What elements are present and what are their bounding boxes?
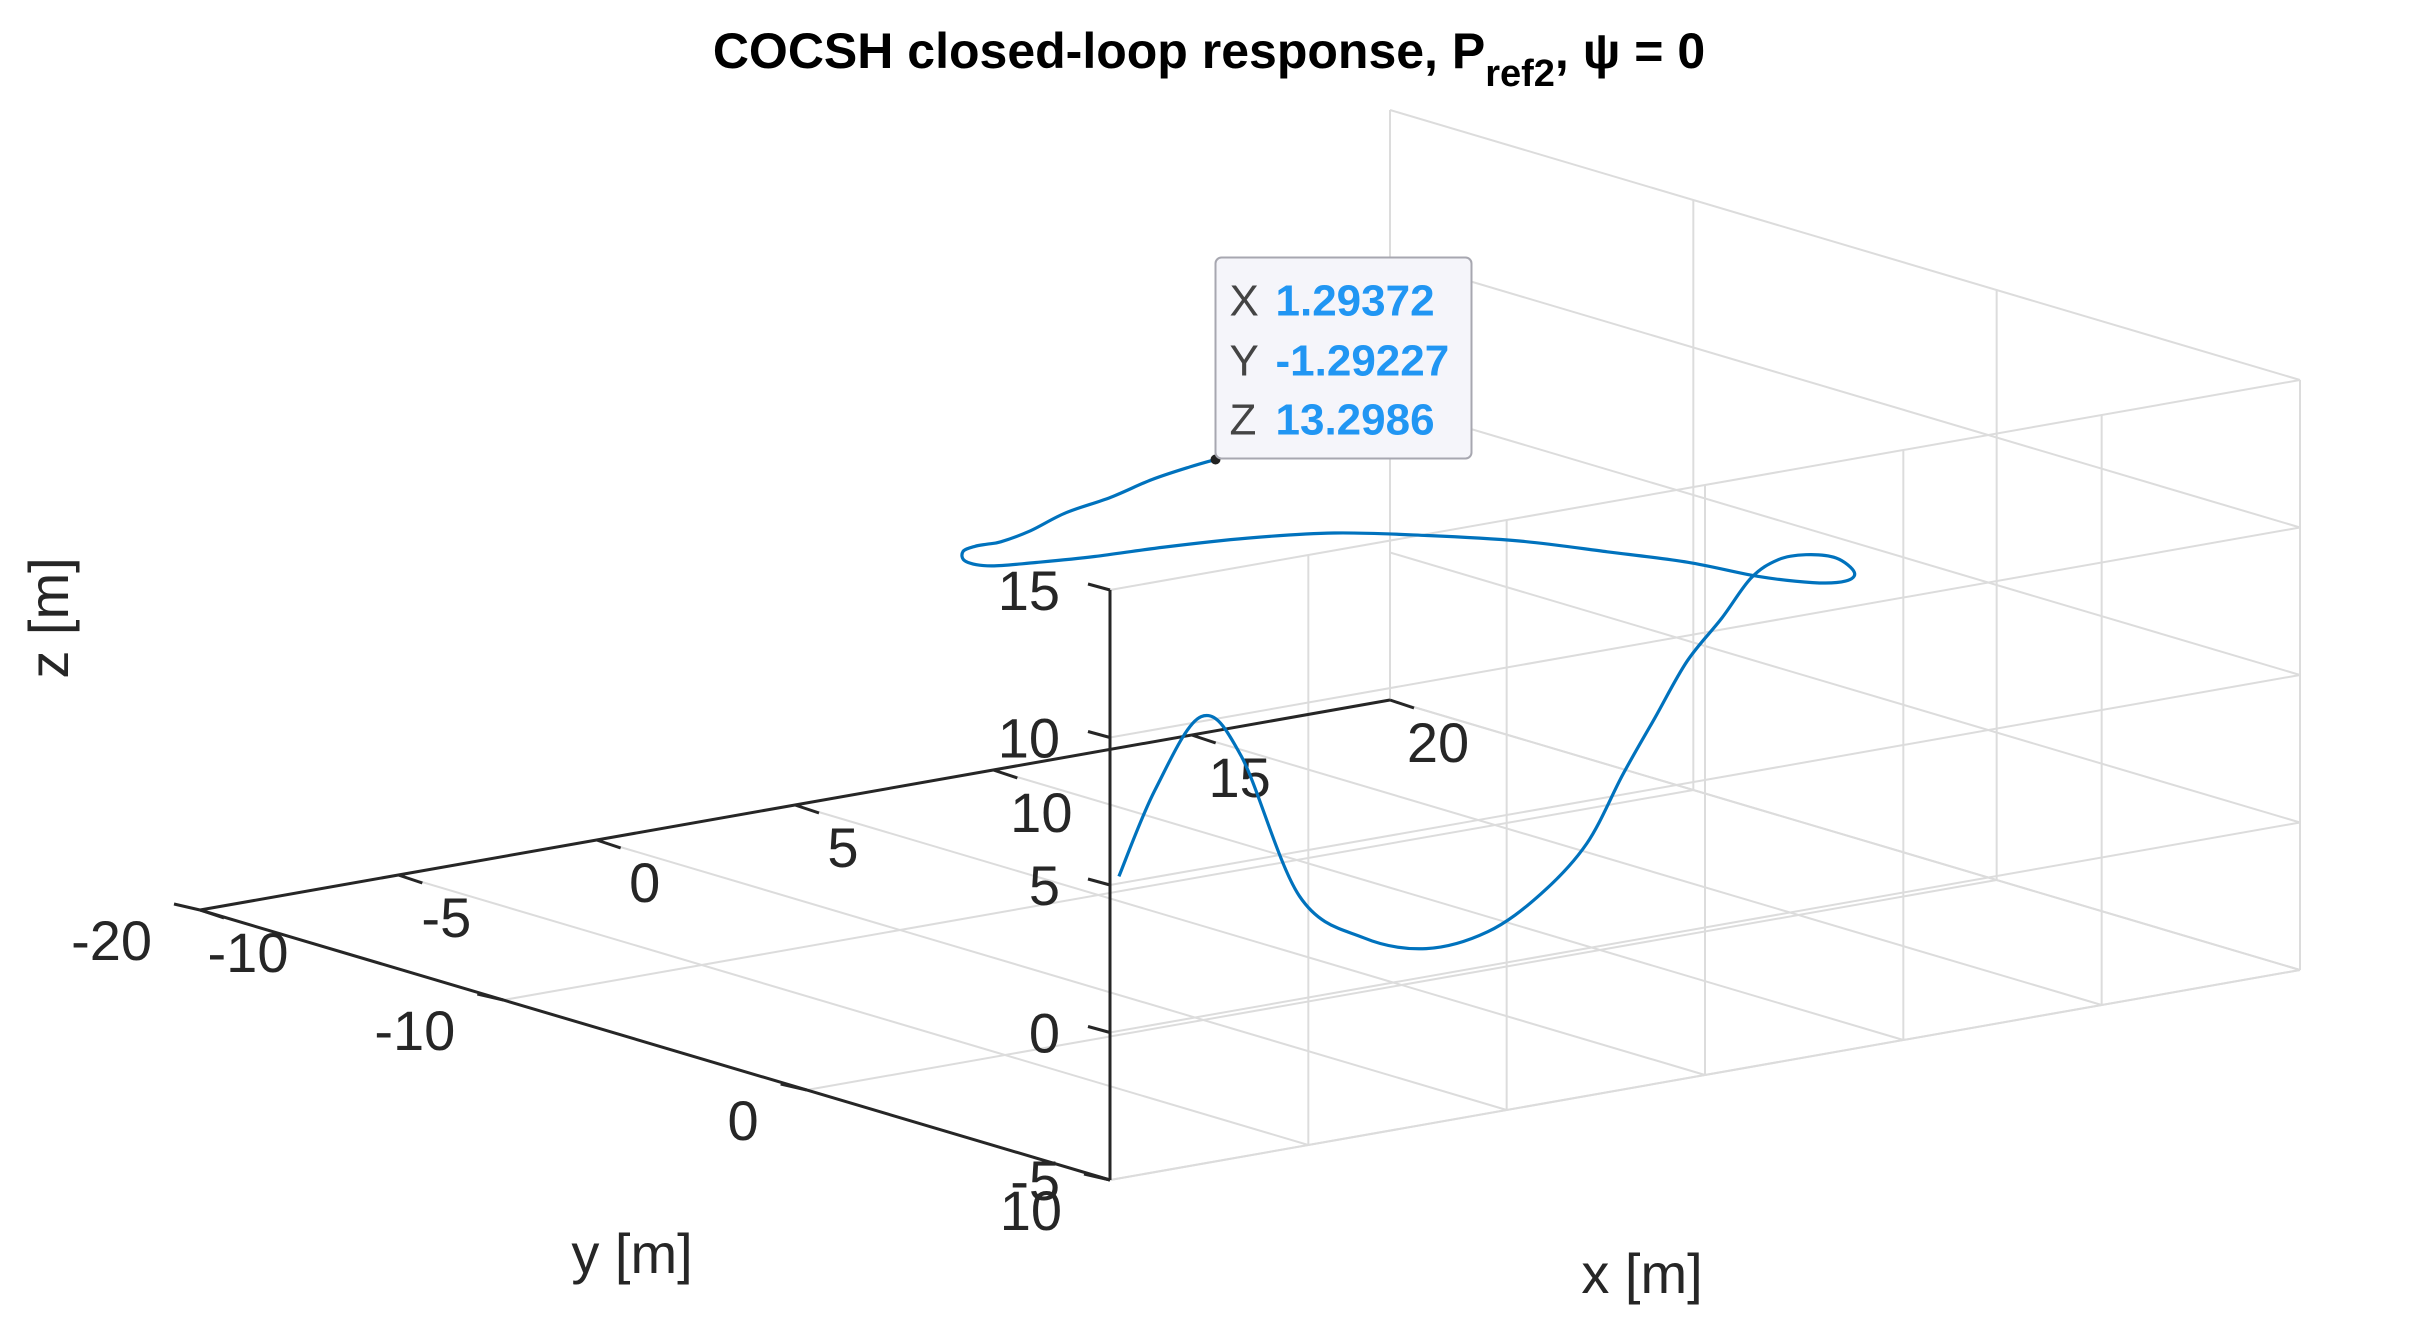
grid-line [398,874,1309,1146]
chart-title: COCSH closed-loop response, Pref2, ψ = 0 [713,23,1705,95]
grid-line [1109,969,2301,1181]
data-tip-y-value: -1.29227 [1276,337,1450,386]
z-tick-label: 0 [1029,1002,1060,1065]
data-tip-z-value: 13.2986 [1276,396,1435,445]
x-tick-label: -10 [208,921,289,984]
grid-line [1109,526,2301,739]
grid-line [806,879,1997,1091]
data-tip[interactable]: X 1.29372 Y -1.29227 Z 13.2986 [1210,256,1473,465]
x-tick-label: 20 [1407,711,1469,774]
grid-line [1109,674,2301,886]
grid-line [1191,734,2102,1006]
data-tip-x-key: X [1230,277,1259,326]
x-tick-mark [199,908,225,920]
title-main: COCSH closed-loop response, P [713,23,1485,79]
z-tick-mark [1087,1172,1111,1182]
x-tick-mark [992,768,1018,780]
y-tick-label: -20 [71,909,152,972]
grid-line [1389,256,2301,529]
trajectory-line [960,457,1857,951]
axes [199,590,1391,1182]
x-tick-label: 5 [827,816,858,879]
data-tip-box [1214,256,1473,460]
x-tick-mark [596,838,622,850]
grid-line [794,804,1706,1076]
title-subscript: ref2 [1485,53,1555,95]
y-tick-mark [173,902,201,912]
grid-line [1389,551,2301,824]
z-tick-mark [1087,1025,1111,1034]
grid-line [1389,404,2301,676]
grid-line [1109,821,2301,1034]
y-axis-line [199,908,1111,1182]
z-axis-label: z [m] [17,557,80,678]
data-tip-x-value: 1.29372 [1276,277,1435,326]
z-tick-label: 5 [1029,854,1060,917]
data-tip-y-key: Y [1230,337,1259,386]
z-tick-mark [1087,582,1111,592]
y-axis-label: y [m] [571,1222,692,1285]
x-tick-mark [1389,698,1415,710]
y-tick-label: 0 [728,1089,759,1152]
x-tick-mark [794,803,820,815]
x-tick-mark [397,873,423,885]
y-tick-mark [780,1082,808,1092]
z-tick-label: 10 [998,707,1060,770]
y-tick-label: -10 [374,999,455,1062]
title-suffix: , ψ = 0 [1555,23,1705,79]
grid-line [1389,699,2301,971]
x-tick-label: 0 [629,851,660,914]
grid-line [596,839,1507,1111]
series [960,457,1857,951]
x-tick-label: 10 [1010,781,1072,844]
y-tick-mark [476,992,504,1002]
x-axis-label: x [m] [1581,1242,1702,1305]
grid-line [503,789,1694,1001]
y-tick-label: 10 [1000,1179,1062,1242]
x-tick-label: -5 [421,886,471,949]
grid-line [1109,379,2301,591]
z-tick-mark [1087,730,1111,739]
z-tick-label: -5 [1010,1149,1060,1212]
z-tick-label: 15 [998,559,1060,622]
grid-line [1389,109,2301,381]
x-tick-mark [1191,733,1217,745]
data-tip-z-key: Z [1230,396,1257,445]
z-tick-mark [1087,877,1111,887]
